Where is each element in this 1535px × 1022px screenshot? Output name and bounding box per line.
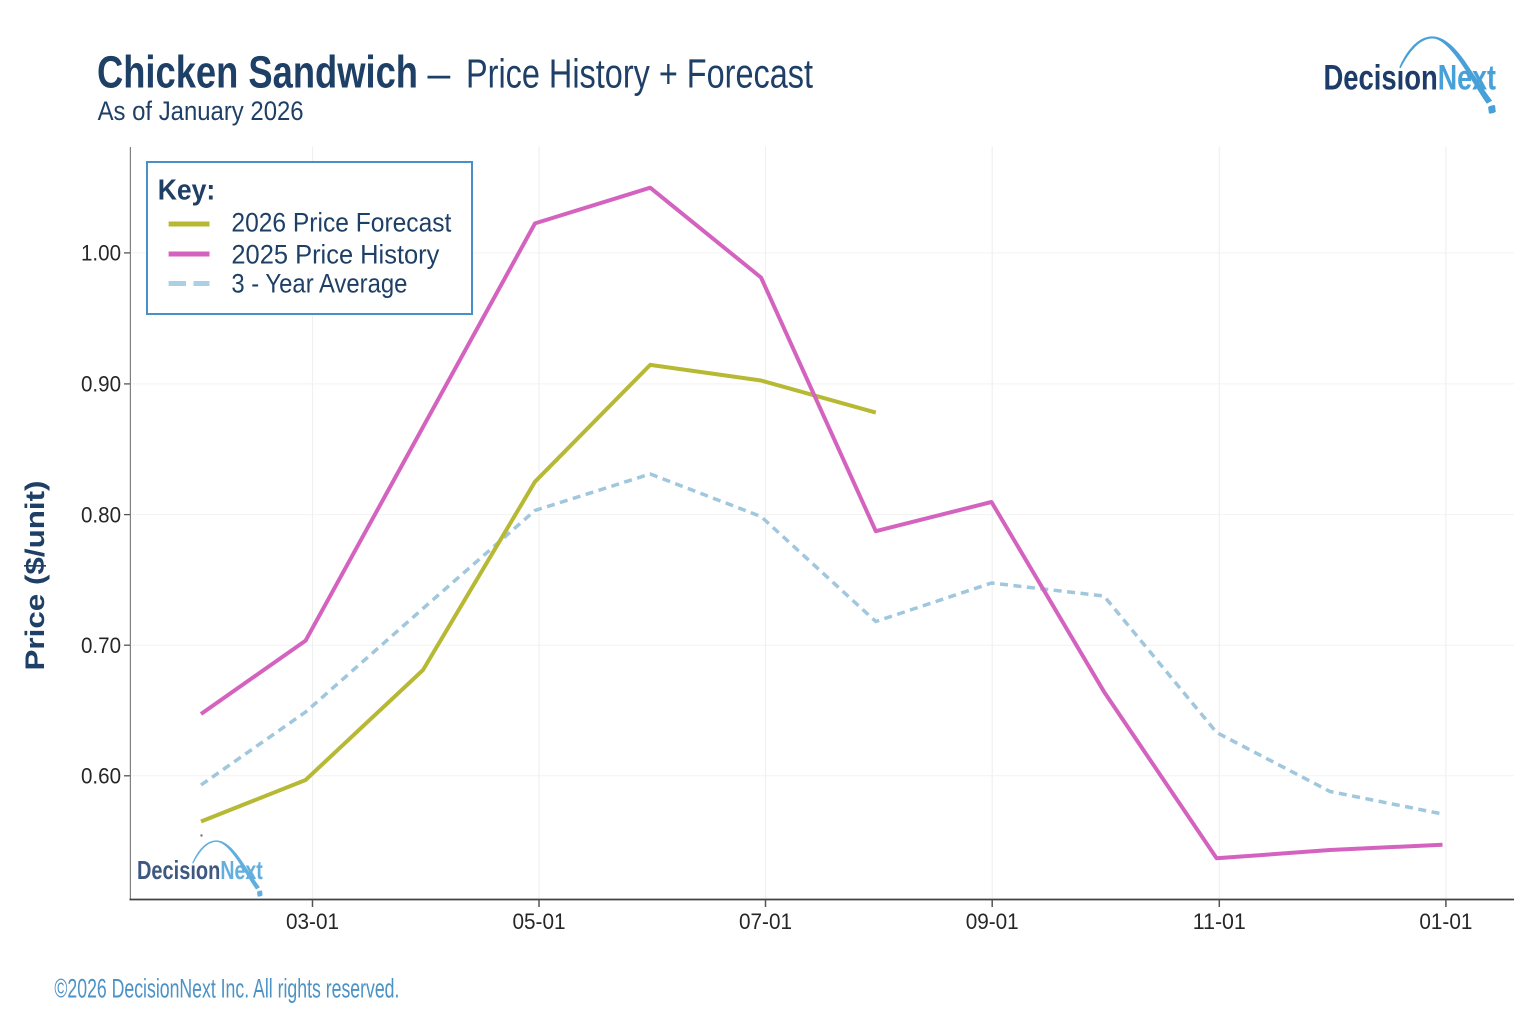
svg-text:09-01: 09-01	[966, 909, 1019, 934]
svg-text:–: –	[428, 51, 451, 97]
svg-text:As of January 2026: As of January 2026	[98, 96, 304, 126]
svg-text:11-01: 11-01	[1193, 909, 1246, 934]
svg-text:0.70: 0.70	[81, 633, 121, 658]
svg-text:01-01: 01-01	[1419, 909, 1472, 934]
svg-text:Key:: Key:	[158, 175, 216, 207]
svg-text:0.80: 0.80	[81, 502, 121, 527]
svg-text:Price History + Forecast: Price History + Forecast	[466, 51, 813, 97]
svg-text:3 - Year Average: 3 - Year Average	[231, 269, 407, 299]
svg-text:0.60: 0.60	[81, 764, 121, 789]
svg-text:05-01: 05-01	[513, 909, 566, 934]
svg-text:2026 Price Forecast: 2026 Price Forecast	[231, 208, 451, 238]
svg-text:©2026 DecisionNext Inc. All ri: ©2026 DecisionNext Inc. All rights reser…	[54, 973, 399, 1003]
svg-text:03-01: 03-01	[286, 909, 339, 934]
svg-text:2025 Price History: 2025 Price History	[231, 240, 439, 270]
svg-text:1.00: 1.00	[81, 241, 121, 266]
svg-text:Chicken Sandwich: Chicken Sandwich	[97, 47, 418, 98]
svg-text:0.90: 0.90	[81, 372, 121, 397]
svg-text:07-01: 07-01	[739, 909, 792, 934]
svg-text:Price ($/unit): Price ($/unit)	[20, 481, 50, 671]
